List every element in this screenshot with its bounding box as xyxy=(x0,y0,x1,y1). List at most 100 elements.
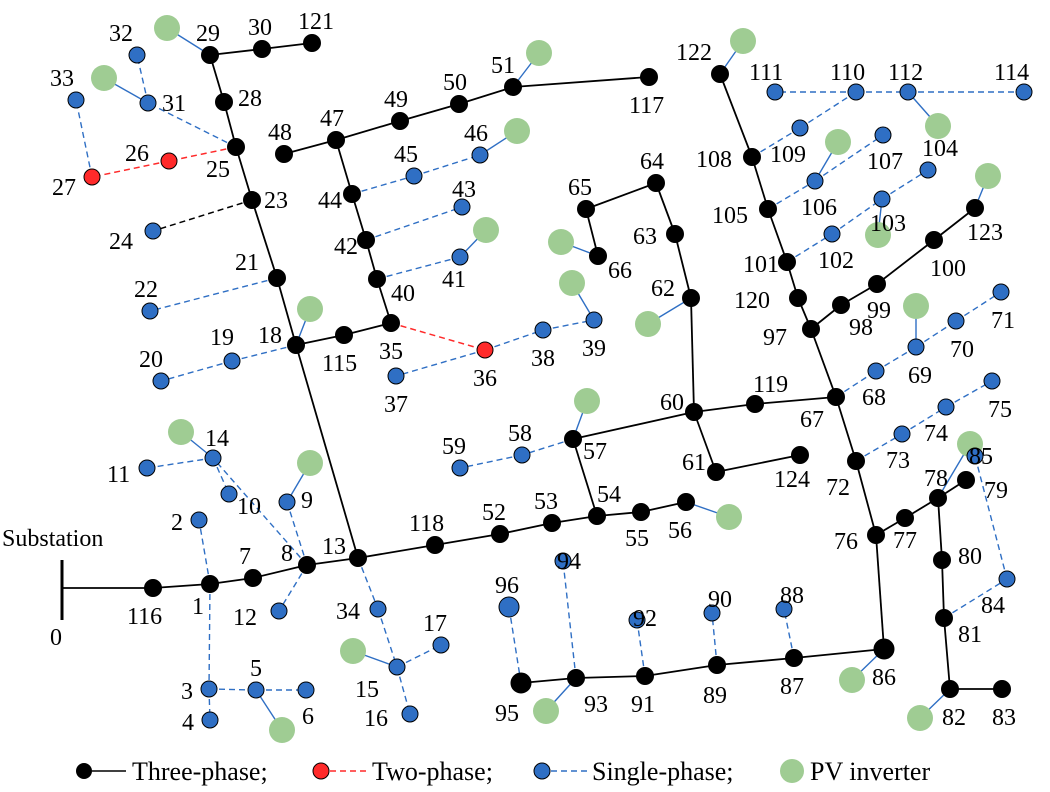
bus-label-29: 29 xyxy=(196,21,220,47)
bus-label-50: 50 xyxy=(443,70,467,96)
line-74-75 xyxy=(945,380,993,408)
bus-label-78: 78 xyxy=(924,466,948,492)
line-72-73 xyxy=(855,433,903,462)
bus-label-13: 13 xyxy=(322,534,346,560)
line-38-39 xyxy=(542,319,595,331)
line-57-60 xyxy=(572,411,695,440)
bus-20 xyxy=(152,372,170,390)
bus-label-117: 117 xyxy=(629,93,664,119)
bus-80 xyxy=(933,551,951,569)
line-23-25 xyxy=(235,146,253,201)
legend: Three-phase; Two-phase; Single-phase; PV… xyxy=(76,757,930,786)
bus-96 xyxy=(498,596,520,618)
line-60-61 xyxy=(693,411,717,473)
pv-inverter-69 xyxy=(903,293,929,319)
line-18-21 xyxy=(276,277,297,346)
legend-pv-dot xyxy=(780,759,804,783)
substation: Substation 0 xyxy=(2,526,103,651)
bus-88 xyxy=(775,600,793,618)
bus-59 xyxy=(451,459,469,477)
bus-27 xyxy=(83,168,101,186)
bus-56 xyxy=(677,493,695,511)
pv-inverter-9 xyxy=(297,450,323,476)
line-67-72 xyxy=(835,396,857,462)
bus-label-53: 53 xyxy=(534,489,558,515)
bus-11 xyxy=(138,459,156,477)
line-44-45 xyxy=(351,175,415,195)
line-27-33 xyxy=(75,99,93,178)
line-70-71 xyxy=(955,291,1002,322)
bus-label-48: 48 xyxy=(268,120,292,146)
line-119-67 xyxy=(754,396,837,405)
bus-label-96: 96 xyxy=(495,573,519,599)
line-67-97 xyxy=(810,328,837,398)
bus-label-101: 101 xyxy=(743,252,779,278)
bus-label-120: 120 xyxy=(734,288,770,314)
bus-50 xyxy=(450,95,468,113)
bus-label-4: 4 xyxy=(182,710,194,736)
bus-62 xyxy=(682,289,700,307)
bus-112 xyxy=(899,83,917,101)
bus-label-82: 82 xyxy=(942,705,966,731)
bus-label-116: 116 xyxy=(127,604,162,630)
bus-label-9: 9 xyxy=(301,488,313,514)
bus-label-54: 54 xyxy=(597,482,621,508)
bus-label-103: 103 xyxy=(870,211,906,237)
bus-32 xyxy=(128,46,146,64)
legend-two-phase-dot xyxy=(312,762,330,780)
bus-61 xyxy=(707,463,725,481)
bus-label-70: 70 xyxy=(950,337,974,363)
pv-inverter-93 xyxy=(533,698,559,724)
bus-68 xyxy=(867,362,885,380)
bus-70 xyxy=(947,312,965,330)
bus-label-37: 37 xyxy=(384,392,408,418)
bus-5 xyxy=(247,681,265,699)
bus-84 xyxy=(998,570,1016,588)
bus-label-14: 14 xyxy=(205,426,229,452)
bus-102 xyxy=(823,225,841,243)
bus-label-93: 93 xyxy=(584,692,608,718)
bus-85 xyxy=(966,447,984,465)
bus-86 xyxy=(873,638,895,660)
pv-inverter-112 xyxy=(925,113,951,139)
bus-label-60: 60 xyxy=(660,390,684,416)
pv-inverter-51 xyxy=(526,40,552,66)
bus-39 xyxy=(585,311,603,329)
bus-label-121: 121 xyxy=(298,9,334,35)
line-103-104 xyxy=(881,169,929,200)
line-105-108 xyxy=(751,156,769,210)
bus-82 xyxy=(941,680,959,698)
bus-94 xyxy=(554,552,572,570)
bus-label-35: 35 xyxy=(379,339,403,365)
pv-inverter-41 xyxy=(473,217,499,243)
line-35-36 xyxy=(390,322,486,351)
bus-106 xyxy=(806,172,824,190)
bus-51 xyxy=(504,78,522,96)
bus-label-58: 58 xyxy=(508,421,532,447)
bus-label-86: 86 xyxy=(872,665,896,691)
substation-bus-label: 0 xyxy=(50,625,62,651)
bus-21 xyxy=(268,269,286,287)
line-8-9 xyxy=(286,501,308,566)
bus-label-62: 62 xyxy=(651,276,675,302)
bus-116 xyxy=(144,579,162,597)
line-62-63 xyxy=(674,233,692,299)
line-109-110 xyxy=(799,91,857,129)
bus-label-2: 2 xyxy=(171,510,183,536)
line-21-22 xyxy=(149,277,278,312)
bus-63 xyxy=(666,225,684,243)
line-67-68 xyxy=(835,370,877,398)
bus-121 xyxy=(303,34,321,52)
pv-inverter-39 xyxy=(559,270,585,296)
bus-label-49: 49 xyxy=(384,87,408,113)
bus-22 xyxy=(141,302,159,320)
bus-label-33: 33 xyxy=(50,66,74,92)
bus-81 xyxy=(935,609,953,627)
bus-label-88: 88 xyxy=(780,583,804,609)
bus-72 xyxy=(847,452,865,470)
line-108-122 xyxy=(719,73,753,158)
bus-label-104: 104 xyxy=(922,136,958,162)
line-61-124 xyxy=(715,454,801,473)
bus-28 xyxy=(215,93,233,111)
